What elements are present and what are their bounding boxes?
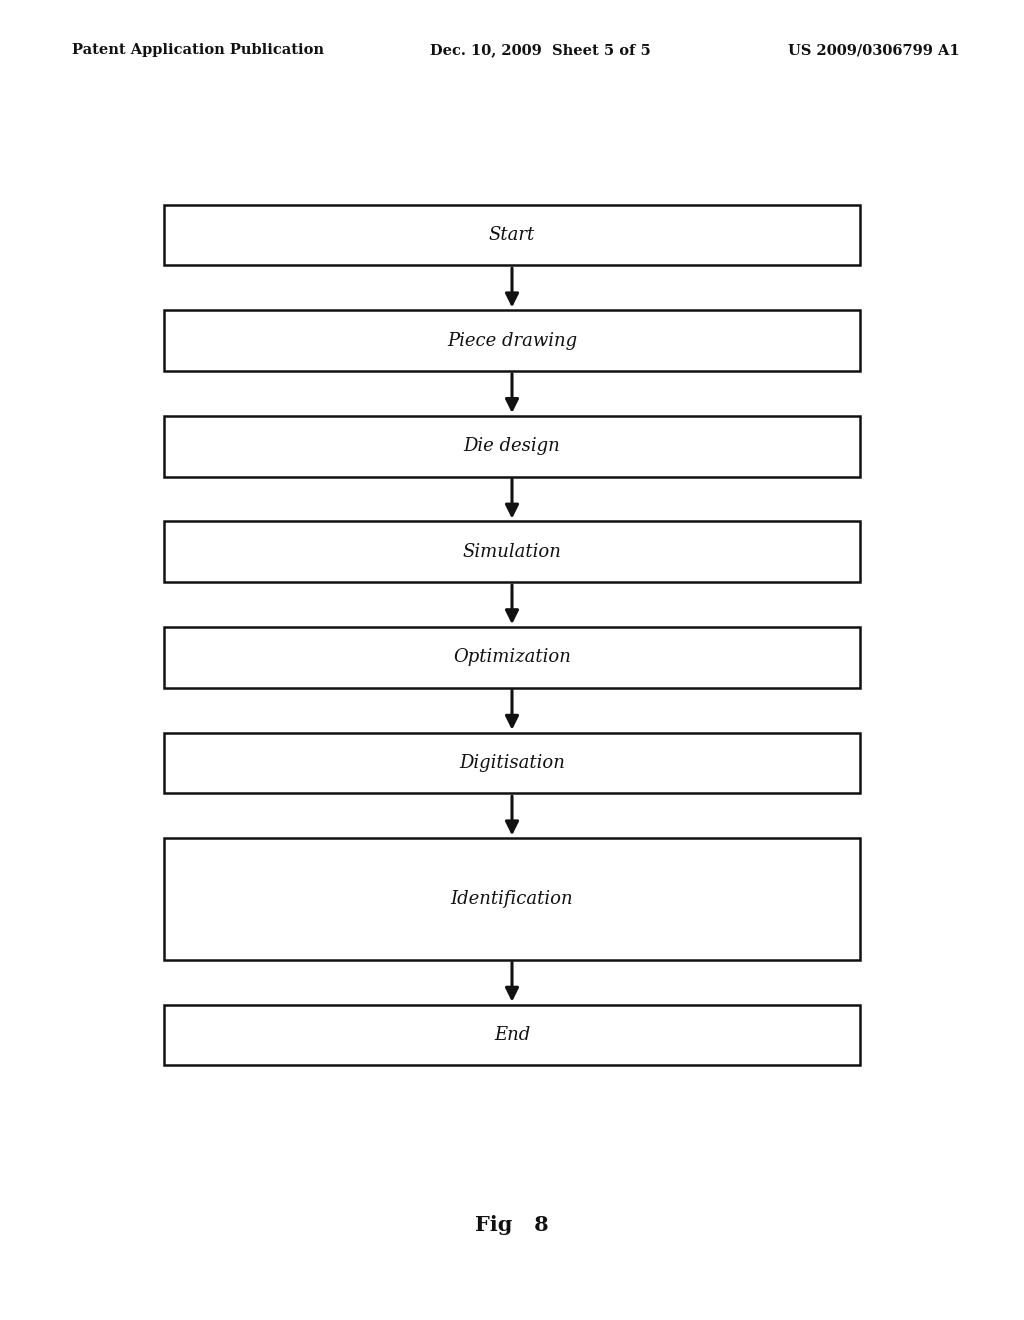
- Text: Simulation: Simulation: [463, 543, 561, 561]
- Text: Dec. 10, 2009  Sheet 5 of 5: Dec. 10, 2009 Sheet 5 of 5: [430, 44, 651, 57]
- Bar: [164, 310, 860, 371]
- Text: Fig   8: Fig 8: [475, 1214, 549, 1236]
- Text: Die design: Die design: [464, 437, 560, 455]
- Text: Start: Start: [488, 226, 536, 244]
- Text: Optimization: Optimization: [453, 648, 571, 667]
- Bar: [164, 416, 860, 477]
- Bar: [164, 838, 860, 960]
- Text: Identification: Identification: [451, 890, 573, 908]
- Text: End: End: [494, 1026, 530, 1044]
- Bar: [164, 521, 860, 582]
- Bar: [164, 205, 860, 265]
- Text: Patent Application Publication: Patent Application Publication: [72, 44, 324, 57]
- Bar: [164, 733, 860, 793]
- Bar: [164, 627, 860, 688]
- Text: Piece drawing: Piece drawing: [446, 331, 578, 350]
- Text: Digitisation: Digitisation: [459, 754, 565, 772]
- Bar: [164, 1005, 860, 1065]
- Text: US 2009/0306799 A1: US 2009/0306799 A1: [788, 44, 961, 57]
